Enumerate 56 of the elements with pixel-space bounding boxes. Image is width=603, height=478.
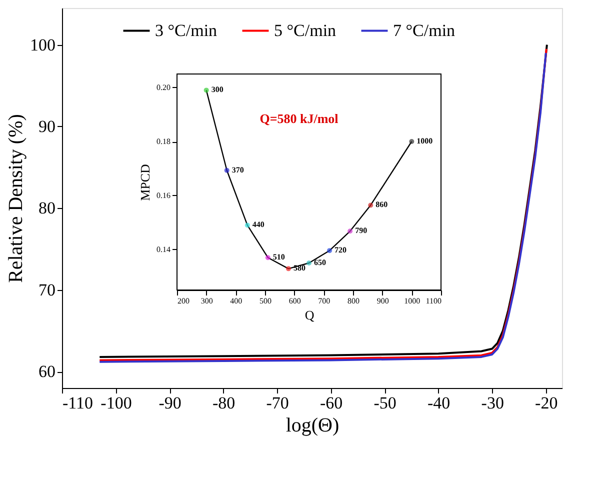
annotation: 860 xyxy=(376,200,388,210)
point xyxy=(368,202,374,208)
x-tick-label: 300 xyxy=(200,296,213,306)
annotation: 790 xyxy=(355,226,368,236)
legend-label: 5 °C/min xyxy=(274,20,337,40)
y-tick-label: 0.16 xyxy=(156,191,170,200)
point xyxy=(204,88,209,93)
y-tick-label: 0.20 xyxy=(156,83,170,92)
annotation: 720 xyxy=(334,246,347,255)
point xyxy=(265,255,270,260)
annotation: Q=580 kJ/mol xyxy=(260,111,339,126)
x-tick-label: 800 xyxy=(348,296,360,306)
y-tick-label: 70 xyxy=(38,280,56,300)
x-tick-label: -40 xyxy=(428,394,450,412)
x-tick-label: -50 xyxy=(374,394,396,412)
annotation: 440 xyxy=(252,220,264,230)
annotation: 300 xyxy=(211,85,224,94)
x-tick-label: -100 xyxy=(100,394,132,412)
y-tick-label: 100 xyxy=(30,35,56,54)
x-axis-title: Q xyxy=(304,308,315,322)
annotation: 370 xyxy=(232,165,244,174)
point xyxy=(348,228,353,234)
point xyxy=(306,260,312,266)
point xyxy=(286,266,291,272)
x-tick-label: 200 xyxy=(178,296,190,306)
x-tick-label: -30 xyxy=(481,394,504,412)
legend-label: 3 °C/min xyxy=(155,20,218,40)
annotation: 650 xyxy=(314,258,326,267)
legend-label: 7 °C/min xyxy=(393,20,456,40)
x-tick-label: 900 xyxy=(376,296,389,306)
x-tick-label: -90 xyxy=(158,394,182,412)
x-tick-label: -20 xyxy=(535,394,558,412)
x-tick-label: -70 xyxy=(266,394,289,412)
y-axis-title: Relative Density (%) xyxy=(5,114,27,283)
x-tick-label: -80 xyxy=(212,394,236,412)
y-tick-label: 90 xyxy=(38,116,56,136)
y-tick-label: 0.18 xyxy=(156,137,170,146)
y-tick-label: 60 xyxy=(38,362,56,382)
x-tick-label: 600 xyxy=(288,296,301,306)
annotation: 510 xyxy=(272,252,285,262)
point xyxy=(224,168,230,173)
point xyxy=(327,248,332,254)
annotation: 1000 xyxy=(416,136,433,146)
x-tick-label: 1100 xyxy=(426,296,442,306)
y-tick-label: 80 xyxy=(38,198,56,218)
x-tick-label: 500 xyxy=(260,296,272,306)
x-tick-label: 1000 xyxy=(404,296,420,306)
y-axis-title: MPCD xyxy=(138,164,152,201)
x-tick-label: -110 xyxy=(62,394,94,412)
point xyxy=(244,222,250,228)
y-tick-label: 0.14 xyxy=(156,245,170,254)
x-tick-label: 700 xyxy=(318,296,330,306)
x-axis-title: log(Θ) xyxy=(286,414,340,436)
point xyxy=(409,139,414,144)
x-tick-label: 400 xyxy=(230,296,242,306)
x-tick-label: -60 xyxy=(320,394,343,412)
